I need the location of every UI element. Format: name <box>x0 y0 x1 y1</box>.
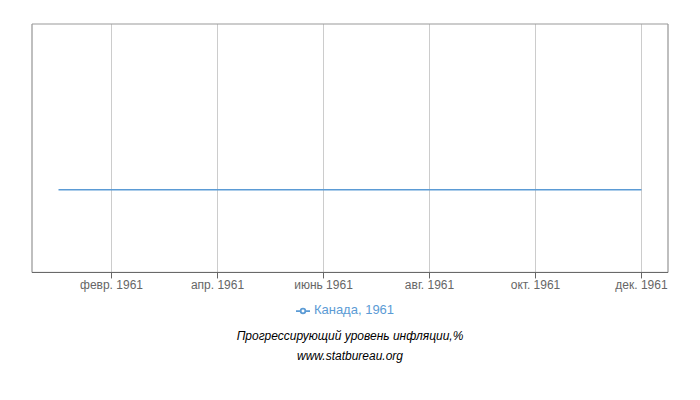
svg-text:дек. 1961: дек. 1961 <box>615 278 668 292</box>
html-text:Прогрессирующий уровень инфляц: Прогрессирующий уровень инфляции,% <box>236 329 464 343</box>
svg-text:июнь 1961: июнь 1961 <box>294 278 353 292</box>
html-text:Канада, 1961: Канада, 1961 <box>313 302 395 318</box>
svg-text:окт. 1961: окт. 1961 <box>511 278 561 292</box>
svg-text:авг. 1961: авг. 1961 <box>405 278 455 292</box>
svg-text:апр. 1961: апр. 1961 <box>191 278 245 292</box>
svg-text:февр. 1961: февр. 1961 <box>80 278 143 292</box>
html-text:www.statbureau.org: www.statbureau.org <box>297 349 403 363</box>
